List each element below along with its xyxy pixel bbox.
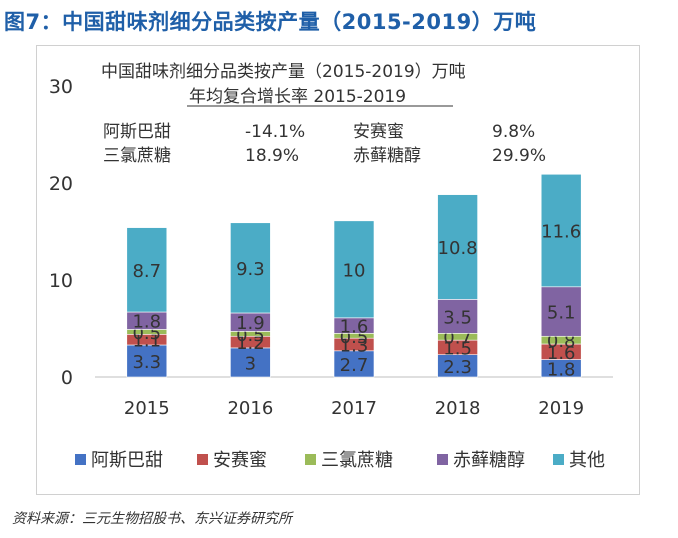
data-label-2016-series-4: 9.3	[236, 259, 265, 280]
y-tick-label-30: 30	[49, 76, 73, 98]
cagr-value-2: 18.9%	[245, 146, 299, 166]
legend-label-series-3: 赤藓糖醇	[453, 450, 525, 471]
bar-2016-series-0	[230, 347, 271, 378]
data-label-2016-series-0: 3	[245, 353, 256, 374]
bar-2018-series-4	[437, 194, 478, 300]
data-label-2019-series-1: 1.6	[547, 343, 576, 364]
legend-label-series-2: 三氯蔗糖	[321, 450, 393, 471]
stacked-bar-chart: 01020303.31.10.51.88.7201531.20.51.99.32…	[49, 62, 613, 471]
legend-swatch-series-4	[553, 454, 564, 465]
bar-2016-series-4	[230, 222, 271, 314]
data-label-2016-series-3: 1.9	[236, 313, 265, 334]
legend-swatch-series-1	[197, 454, 208, 465]
chart-title: 中国甜味剂细分品类按产量（2015-2019）万吨	[101, 62, 466, 82]
chart-subtitle: 年均复合增长率 2015-2019	[189, 87, 406, 107]
data-label-2017-series-3: 1.6	[340, 317, 369, 338]
bar-2018-series-3	[437, 299, 478, 334]
legend-swatch-series-0	[75, 454, 86, 465]
source-note: 资料来源：三元生物招股书、东兴证券研究所	[12, 511, 292, 527]
cagr-value-0: -14.1%	[245, 122, 305, 142]
chart-frame: 0 10 20 30 3.3 1.1 0.5 1.8 8.7 2015 3 1.2 0.5 1.9 9.3 2…	[36, 45, 640, 495]
bar-2017-series-4	[333, 220, 375, 319]
bar-2017-series-0	[333, 350, 375, 378]
cagr-name-0: 阿斯巴甜	[103, 122, 171, 142]
data-label-2019-series-3: 5.1	[547, 303, 576, 324]
data-label-2015-series-0: 3.3	[132, 352, 161, 373]
cagr-value-3: 29.9%	[492, 146, 546, 166]
data-label-2015-series-1: 1.1	[132, 331, 161, 352]
y-tick-label-10: 10	[49, 270, 73, 292]
cagr-name-1: 安赛蜜	[353, 121, 404, 142]
legend-swatch-series-2	[305, 454, 316, 465]
data-label-2019-series-4: 11.6	[541, 222, 581, 243]
y-tick-label-0: 0	[61, 367, 73, 389]
data-label-2015-series-3: 1.8	[132, 312, 161, 333]
data-label-2015-series-4: 8.7	[132, 261, 161, 282]
x-tick-label-2018: 2018	[435, 398, 481, 419]
x-tick-label-2016: 2016	[227, 398, 273, 419]
legend-swatch-series-3	[437, 454, 448, 465]
data-label-2019-series-0: 1.8	[547, 359, 576, 380]
cagr-name-3: 赤藓糖醇	[353, 146, 421, 166]
data-label-2018-series-4: 10.8	[438, 238, 478, 259]
bar-2015-series-0	[126, 344, 168, 378]
legend-label-series-4: 其他	[569, 450, 605, 471]
x-tick-label-2019: 2019	[538, 398, 584, 419]
data-label-2017-series-0: 2.7	[340, 355, 369, 376]
legend-label-series-0: 阿斯巴甜	[91, 450, 163, 471]
data-label-2018-series-1: 1.5	[443, 338, 472, 359]
x-tick-label-2015: 2015	[124, 398, 170, 419]
cagr-name-2: 三氯蔗糖	[103, 146, 171, 166]
bar-2015-series-4	[126, 227, 168, 313]
cagr-value-1: 9.8%	[492, 122, 535, 142]
x-tick-label-2017: 2017	[331, 398, 377, 419]
y-tick-label-20: 20	[49, 173, 73, 195]
data-label-2017-series-1: 1.3	[340, 336, 369, 357]
data-label-2017-series-4: 10	[343, 260, 366, 281]
legend-label-series-1: 安赛蜜	[213, 450, 267, 471]
bar-2019-series-4	[540, 173, 582, 288]
data-label-2018-series-3: 3.5	[443, 307, 472, 328]
figure-title: 图7：中国甜味剂细分品类按产量（2015-2019）万吨	[4, 10, 537, 34]
data-label-2016-series-1: 1.2	[236, 333, 265, 354]
data-label-2018-series-0: 2.3	[443, 357, 472, 378]
